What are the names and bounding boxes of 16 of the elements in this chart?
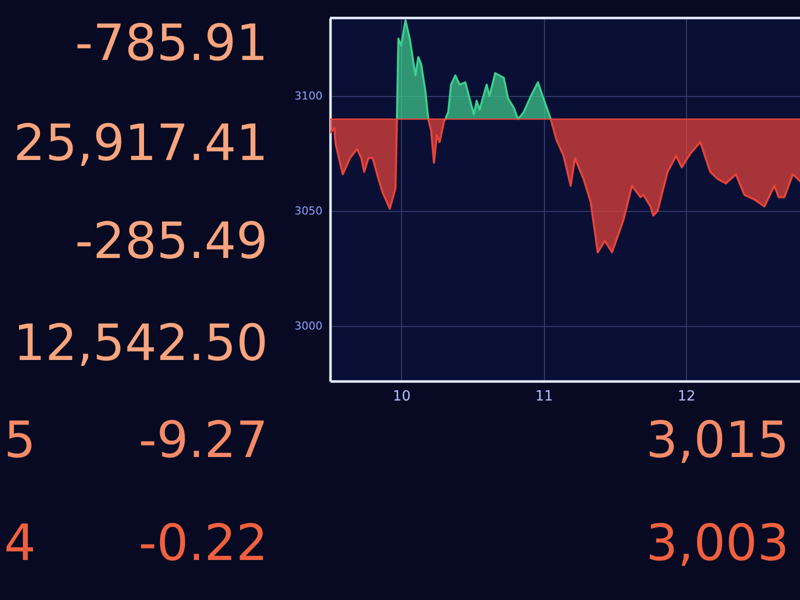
- y-tick-label: 3050: [294, 204, 322, 218]
- text: 3,015: [646, 411, 790, 469]
- text: 4: [4, 514, 36, 572]
- x-tick-label: 11: [535, 388, 554, 404]
- x-tick-label: 12: [678, 388, 696, 404]
- text: 25,917.41: [14, 114, 268, 172]
- text: -285.49: [75, 212, 268, 270]
- text: 5: [4, 411, 36, 469]
- text: -9.27: [138, 411, 268, 469]
- text: -785.91: [75, 14, 268, 72]
- text: 3,003: [646, 514, 790, 572]
- y-tick-label: 3100: [294, 90, 322, 103]
- y-tick-label: 3000: [294, 319, 322, 332]
- x-tick-label: 10: [392, 388, 411, 404]
- text: -0.22: [138, 514, 268, 572]
- text: 12,542.50: [14, 314, 268, 372]
